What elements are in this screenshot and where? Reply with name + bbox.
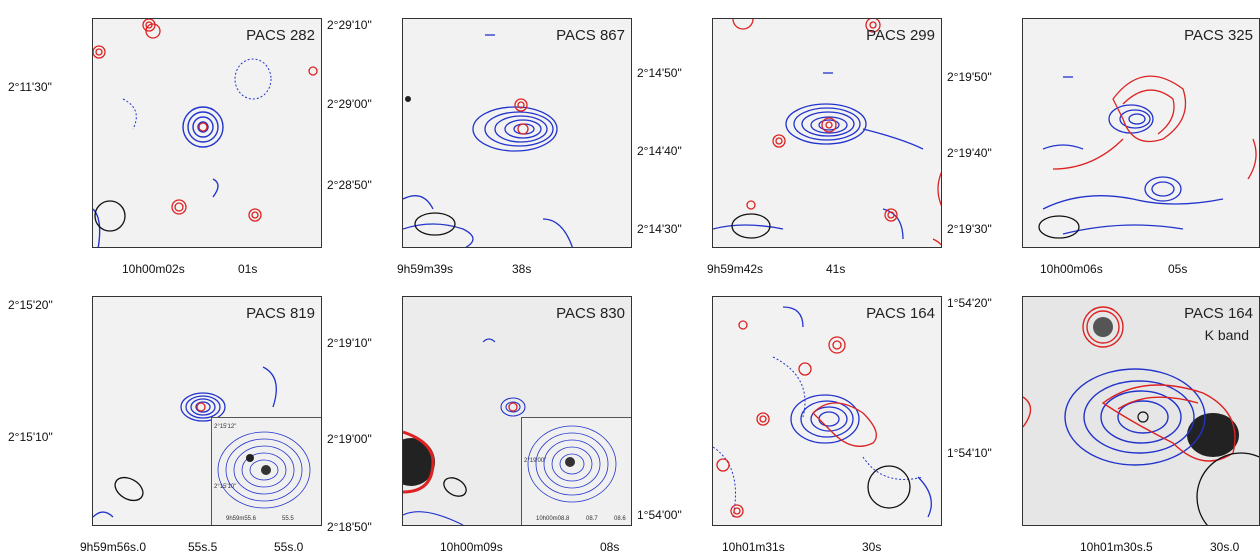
ytick-label: 2°14'40" [637,144,682,158]
inset-ytick-label: 2°19'00" [524,458,547,464]
ytick-label: 2°28'50" [327,178,372,192]
xtick-label: 10h00m09s [440,540,503,554]
xtick-label: 30s [862,540,882,554]
ytick-label: 2°19'30" [947,222,992,236]
inset-contour-map [527,425,617,503]
ytick-label: 2°18'50" [327,520,372,534]
inset-contour-map [217,431,311,509]
image-panel-pacs-830: PACS 830 2°19'00" 10h00m08.8 08.7 08.6 [402,296,632,526]
xtick-label: 9h59m56s.0 [80,540,147,554]
xtick-label: 05s [1168,262,1188,276]
panel-title: PACS 819 [246,305,315,322]
xtick-label: 41s [826,262,846,276]
panel-title: PACS 299 [866,27,935,44]
ytick-label: 2°14'30" [637,222,682,236]
image-panel-pacs-819: PACS 819 2°15'12" 2°15'10" 9h59m55.6 55.… [92,296,322,526]
panel-title: PACS 164 [866,305,935,322]
panel-title: PACS 325 [1184,27,1253,44]
ytick-label: 2°11'30" [8,80,52,94]
inset-xtick-label: 08.6 [614,516,626,522]
inset-xtick-label: 10h00m08.8 [536,516,570,522]
k-band-image [1023,297,1259,525]
image-panel-pacs-299: PACS 299 [712,18,942,248]
xtick-label: 55s.0 [274,540,304,554]
image-panel-pacs-867: PACS 867 [402,18,632,248]
image-panel-pacs-325: PACS 325 [1022,18,1260,248]
image-panel-pacs-164: PACS 164 [712,296,942,526]
inset-xtick-label: 9h59m55.6 [226,516,257,522]
contour-map [1023,19,1259,247]
xtick-label: 10h00m02s [122,262,185,276]
ytick-label: 2°15'20" [8,298,53,312]
inset-ytick-label: 2°15'10" [214,484,237,490]
image-panel-pacs-282: PACS 282 [92,18,322,248]
inset-ytick-label: 2°15'12" [214,424,237,430]
ytick-label: 1°54'00" [637,508,682,522]
ytick-label: 2°15'10" [8,430,53,444]
image-panel-pacs-164-k-band: PACS 164 K band [1022,296,1260,526]
panel-title: PACS 164 [1184,305,1253,322]
ytick-label: 2°19'00" [327,432,372,446]
xtick-label: 10h00m06s [1040,262,1103,276]
zoom-inset: 2°15'12" 2°15'10" 9h59m55.6 55.5 [211,417,321,525]
xtick-label: 10h01m30s.5 [1080,540,1153,554]
ytick-label: 2°14'50" [637,66,682,80]
ytick-label: 2°19'40" [947,146,992,160]
ytick-label: 1°54'10" [947,446,992,460]
inset-xtick-label: 55.5 [282,516,294,522]
xtick-label: 55s.5 [188,540,218,554]
xtick-label: 01s [238,262,258,276]
ytick-label: 2°29'00" [327,97,372,111]
panel-title: PACS 282 [246,27,315,44]
panel-title: PACS 867 [556,27,625,44]
zoom-inset: 2°19'00" 10h00m08.8 08.7 08.6 [521,417,631,525]
contour-map [713,297,941,525]
xtick-label: 08s [600,540,620,554]
xtick-label: 9h59m39s [397,262,454,276]
xtick-label: 38s [512,262,532,276]
panel-subtitle: K band [1204,327,1249,343]
xtick-label: 9h59m42s [707,262,764,276]
inset-xtick-label: 08.7 [586,516,598,522]
panel-title: PACS 830 [556,305,625,322]
xtick-label: 30s.0 [1210,540,1240,554]
ytick-label: 2°29'10" [327,18,372,32]
ytick-label: 2°19'50" [947,70,992,84]
ytick-label: 1°54'20" [947,296,992,310]
xtick-label: 10h01m31s [722,540,785,554]
ytick-label: 2°19'10" [327,336,372,350]
contour-map [403,19,631,247]
contour-map [93,19,321,247]
contour-map [713,19,941,247]
